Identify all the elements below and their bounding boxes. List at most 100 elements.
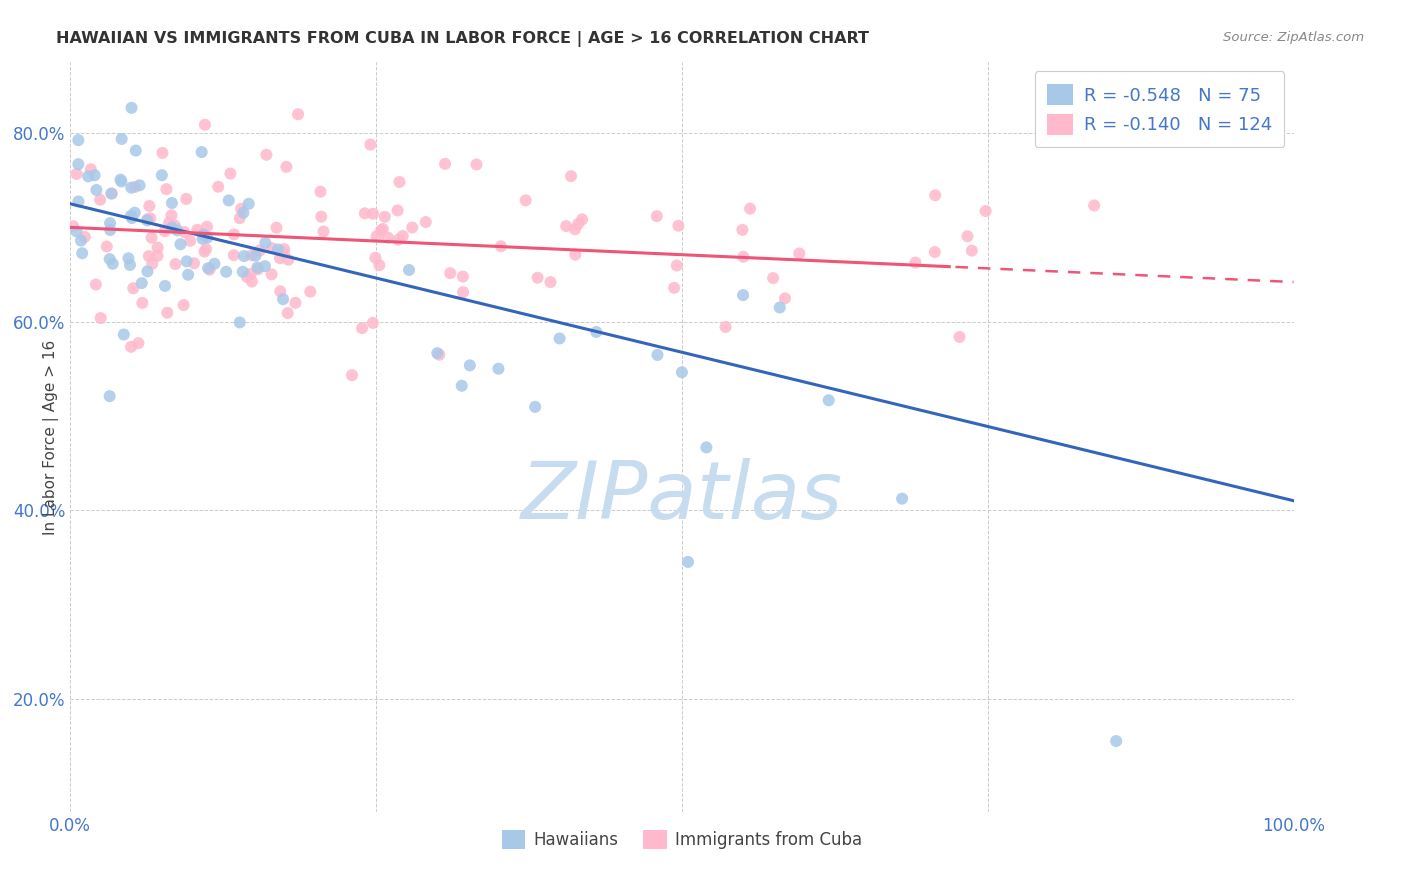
Point [96, 239, 118, 253]
Point [451, 285, 474, 300]
Point [73, 230, 96, 244]
Point [156, 306, 179, 320]
Point [120, 180, 142, 194]
Point [127, 336, 149, 351]
Point [207, 179, 229, 194]
Point [122, 281, 145, 295]
Point [173, 225, 195, 239]
Point [124, 205, 146, 219]
Point [117, 252, 139, 266]
Text: ZIPatlas: ZIPatlas [520, 458, 844, 536]
Point [277, 306, 299, 320]
Point [368, 258, 391, 272]
Point [662, 281, 685, 295]
Point [246, 262, 269, 277]
Point [101, 257, 124, 271]
Point [1105, 734, 1128, 748]
Point [138, 199, 160, 213]
Point [138, 249, 160, 263]
Point [70, 234, 93, 248]
Point [564, 247, 586, 261]
Point [571, 212, 593, 227]
Point [714, 320, 737, 334]
Point [121, 211, 143, 226]
Point [277, 252, 299, 267]
Point [165, 257, 187, 271]
Point [146, 241, 169, 255]
Point [374, 210, 396, 224]
Point [98, 389, 121, 403]
Point [163, 219, 186, 233]
Point [83, 168, 105, 182]
Point [564, 222, 586, 236]
Point [668, 219, 690, 233]
Point [136, 213, 159, 227]
Point [773, 292, 796, 306]
Legend: Hawaiians, Immigrants from Cuba: Hawaiians, Immigrants from Cuba [495, 823, 869, 855]
Point [284, 296, 307, 310]
Point [548, 331, 571, 345]
Point [269, 252, 291, 266]
Point [183, 256, 205, 270]
Point [232, 265, 254, 279]
Point [312, 224, 335, 238]
Point [67, 157, 90, 171]
Point [218, 194, 240, 208]
Point [359, 137, 381, 152]
Point [131, 296, 153, 310]
Point [526, 270, 548, 285]
Point [190, 145, 212, 159]
Point [665, 259, 688, 273]
Point [84, 277, 107, 292]
Point [1083, 198, 1105, 212]
Point [160, 220, 183, 235]
Point [731, 223, 754, 237]
Point [153, 279, 176, 293]
Point [222, 248, 245, 262]
Point [169, 237, 191, 252]
Point [124, 180, 146, 194]
Point [90, 311, 112, 326]
Point [366, 229, 388, 244]
Point [904, 255, 927, 269]
Point [239, 267, 262, 281]
Point [260, 241, 283, 255]
Point [240, 248, 263, 262]
Point [157, 216, 180, 230]
Point [924, 188, 946, 202]
Point [647, 348, 669, 362]
Point [340, 368, 363, 383]
Point [817, 393, 839, 408]
Point [956, 229, 979, 244]
Point [150, 168, 173, 182]
Point [266, 220, 288, 235]
Point [524, 400, 547, 414]
Point [67, 194, 90, 209]
Point [98, 252, 121, 266]
Point [891, 491, 914, 506]
Point [273, 245, 295, 260]
Point [238, 196, 260, 211]
Point [762, 271, 785, 285]
Point [377, 230, 399, 244]
Point [141, 230, 163, 244]
Point [66, 167, 89, 181]
Point [738, 202, 761, 216]
Point [585, 325, 607, 339]
Point [974, 204, 997, 219]
Point [198, 262, 221, 277]
Point [560, 169, 582, 184]
Point [439, 266, 461, 280]
Point [364, 251, 387, 265]
Point [398, 263, 420, 277]
Point [260, 268, 283, 282]
Point [219, 167, 242, 181]
Point [273, 242, 295, 256]
Point [415, 215, 437, 229]
Point [111, 132, 134, 146]
Point [309, 185, 332, 199]
Point [67, 133, 90, 147]
Point [176, 254, 198, 268]
Point [387, 203, 409, 218]
Point [204, 257, 226, 271]
